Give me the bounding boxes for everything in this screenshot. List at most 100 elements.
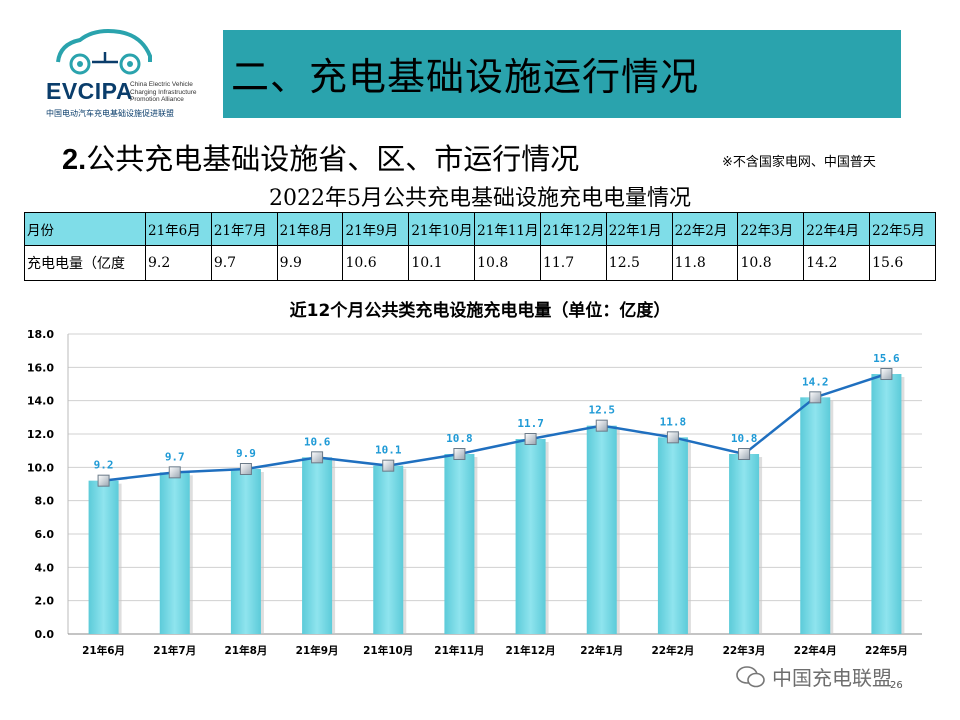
table-row-header: 充电电量（亿度 [24, 245, 146, 281]
data-label: 15.6 [873, 352, 900, 365]
ev-car-logo-icon [56, 29, 152, 75]
chart-title: 近12个月公共类充电设施充电电量（单位：亿度） [289, 301, 671, 321]
charging-volume-table: 月份 21年6月 21年7月 21年8月 21年9月 21年10月 21年11月 21年12… [24, 212, 936, 281]
bar [88, 480, 119, 634]
data-label: 9.2 [94, 459, 114, 472]
x-tick-label: 22年4月 [794, 644, 837, 657]
y-tick-label: 0.0 [35, 628, 55, 641]
table-value-cell: 10.6 [342, 245, 410, 281]
line-point [666, 431, 679, 444]
logo-chinese-name: 中国电动汽车充电基础设施促进联盟 [46, 109, 174, 118]
x-tick-label: 21年7月 [153, 644, 196, 657]
line-point [311, 451, 324, 464]
table-header-row: 月份 21年6月 21年7月 21年8月 21年9月 21年10月 21年11月 21年12… [24, 212, 936, 246]
data-label: 10.8 [731, 432, 758, 445]
x-tick-label: 22年2月 [651, 644, 694, 657]
table-month-cell: 21年9月 [342, 212, 410, 246]
data-label: 11.7 [517, 417, 544, 430]
y-tick-label: 6.0 [35, 528, 55, 541]
table-value-cell: 14.2 [803, 245, 871, 281]
line-point [97, 474, 110, 487]
y-tick-label: 2.0 [35, 595, 55, 608]
table-value-row: 充电电量（亿度 9.2 9.7 9.9 10.6 10.1 10.8 11.7 12.5 11.… [24, 245, 936, 281]
table-title: 2022年5月公共充电基础设施充电电量情况 [269, 186, 691, 211]
table-value-cell: 10.1 [408, 245, 476, 281]
exclusion-note: ※不含国家电网、中国普天 [722, 155, 876, 170]
bar [800, 397, 831, 634]
bar [373, 465, 404, 634]
bar [515, 439, 546, 634]
table-month-cell: 21年6月 [145, 212, 212, 246]
slide-title: 二、充电基础设施运行情况 [231, 55, 700, 99]
data-label: 10.1 [375, 444, 402, 457]
x-tick-label: 21年11月 [434, 644, 484, 657]
line-point [382, 459, 395, 472]
wechat-icon [736, 666, 765, 688]
line-point [239, 463, 252, 475]
table-month-cell: 22年2月 [671, 212, 739, 246]
y-tick-label: 10.0 [27, 461, 54, 474]
table-value-cell: 9.7 [210, 245, 278, 281]
y-tick-label: 14.0 [27, 395, 54, 408]
x-tick-label: 21年10月 [363, 644, 413, 657]
line-point [168, 466, 181, 479]
y-tick-label: 12.0 [27, 428, 54, 441]
line-point [595, 419, 608, 432]
charging-volume-chart: 0.0 2.0 4.0 6.0 8.0 10.0 12.0 14.0 16.0 18.0 9.2 9… [27, 328, 922, 657]
trend-line [103, 372, 887, 482]
bar [159, 472, 190, 634]
table-value-cell: 9.2 [145, 245, 212, 281]
table-month-cell: 21年8月 [276, 212, 344, 246]
line-point [453, 448, 466, 460]
table-month-cell: 22年3月 [737, 212, 805, 246]
y-tick-label: 8.0 [35, 495, 55, 508]
bar [871, 374, 902, 634]
title-banner: 二、充电基础设施运行情况 [223, 30, 901, 118]
table-month-cell: 21年11月 [474, 212, 541, 246]
logo-wordmark: EVCIPA [46, 78, 133, 104]
table-value-cell: 12.5 [605, 245, 673, 281]
line-point [738, 448, 751, 460]
data-label: 10.6 [304, 435, 331, 448]
x-tick-label: 21年8月 [224, 644, 267, 657]
table-value-cell: 15.6 [869, 245, 936, 281]
table-month-cell: 21年12月 [539, 212, 607, 246]
bar [586, 425, 617, 634]
line-point [809, 391, 822, 404]
table-month-cell: 21年7月 [210, 212, 278, 246]
watermark-text: 中国充电联盟 [772, 666, 892, 690]
table-value-cell: 11.8 [671, 245, 739, 281]
bar [302, 457, 333, 634]
evcipa-logo: EVCIPA China Electric Vehicle Charging I… [40, 22, 200, 122]
line-point [880, 368, 893, 380]
data-label: 9.9 [236, 447, 256, 460]
x-tick-label: 22年5月 [865, 644, 908, 657]
bar [444, 454, 475, 634]
table-month-cell: 22年5月 [869, 212, 936, 246]
table-value-cell: 11.7 [539, 245, 607, 281]
data-label: 11.8 [660, 415, 687, 428]
table-month-cell: 22年4月 [803, 212, 871, 246]
data-label: 12.5 [589, 404, 616, 417]
logo-english-name: China Electric Vehicle Charging Infrastr… [130, 81, 197, 103]
y-tick-label: 4.0 [35, 561, 55, 574]
data-label: 10.8 [446, 432, 473, 445]
x-tick-label: 22年1月 [580, 644, 623, 657]
x-tick-label: 21年6月 [82, 644, 125, 657]
table-value-cell: 10.8 [737, 245, 805, 281]
table-row-header: 月份 [24, 212, 146, 246]
x-tick-label: 21年9月 [296, 644, 339, 657]
page-number: 26 [890, 680, 903, 691]
data-label: 14.2 [802, 375, 829, 388]
x-tick-label: 22年3月 [723, 644, 766, 657]
table-month-cell: 21年10月 [408, 212, 476, 246]
section-subtitle: 2.公共充电基础设施省、区、市运行情况 [62, 142, 580, 176]
bar [729, 454, 760, 634]
bar [657, 437, 688, 634]
data-label: 9.7 [165, 450, 185, 463]
table-month-cell: 22年1月 [605, 212, 673, 246]
y-tick-label: 18.0 [27, 328, 54, 341]
line-point [524, 433, 537, 445]
table-value-cell: 10.8 [474, 245, 541, 281]
bar [230, 469, 261, 634]
